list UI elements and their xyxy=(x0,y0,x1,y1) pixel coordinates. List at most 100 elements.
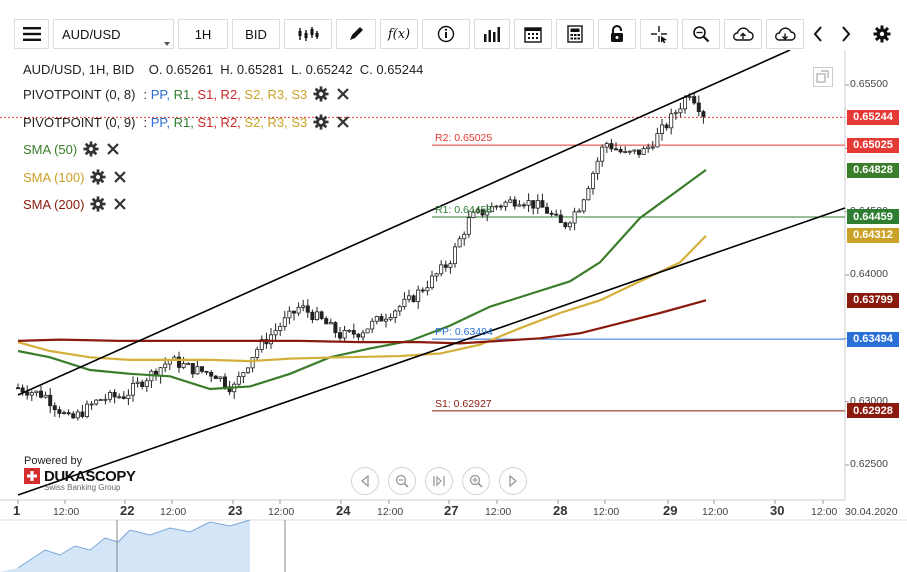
candle xyxy=(383,313,388,328)
candle-body xyxy=(213,375,218,380)
zoom-button[interactable] xyxy=(682,19,720,49)
symbol-timeframe-text: AUD/USD, 1H, BID xyxy=(23,62,135,77)
candle-body xyxy=(310,311,315,321)
gear-icon[interactable] xyxy=(313,114,329,130)
candle-body xyxy=(199,366,204,372)
candle xyxy=(416,285,421,309)
candle-body xyxy=(75,411,80,419)
settings-button[interactable] xyxy=(866,19,898,49)
candle-body xyxy=(609,143,614,150)
candle xyxy=(71,411,76,420)
candle xyxy=(305,299,310,318)
candle-body xyxy=(347,329,352,332)
popout-button[interactable] xyxy=(813,67,833,87)
scroll-left-button[interactable] xyxy=(806,19,830,49)
draw-pencil-icon xyxy=(350,27,363,40)
reset-zoom-button[interactable] xyxy=(425,467,453,495)
candle xyxy=(462,231,467,246)
candle xyxy=(255,346,260,362)
candle-body xyxy=(383,318,388,322)
candle xyxy=(347,329,352,334)
pan-right-button[interactable] xyxy=(499,467,527,495)
chart-area[interactable]: AUD/USD, 1H, BID O. 0.65261 H. 0.65281 L… xyxy=(0,50,907,572)
candle xyxy=(190,363,195,378)
close-icon[interactable] xyxy=(336,115,350,129)
price-type-select[interactable]: BID xyxy=(232,19,280,49)
candle-body xyxy=(305,305,310,313)
candle-body xyxy=(296,306,301,314)
crosshair-button[interactable] xyxy=(640,19,678,49)
pivot-level-name: PP, xyxy=(147,86,170,102)
calendar-button[interactable] xyxy=(514,19,552,49)
candle xyxy=(370,317,375,334)
indicator-row[interactable]: SMA (100) xyxy=(23,169,127,185)
price-chart[interactable] xyxy=(0,50,907,572)
symbol-select[interactable]: AUD/USD xyxy=(53,19,174,49)
info-button[interactable] xyxy=(422,19,470,49)
candle xyxy=(549,210,554,217)
close-icon[interactable] xyxy=(336,87,350,101)
indicator-row[interactable]: PIVOTPOINT (0, 8): PP, R1, S1, R2, S2, R… xyxy=(23,86,350,102)
candle xyxy=(282,310,287,331)
candle xyxy=(402,292,407,310)
zoom-in-button[interactable] xyxy=(462,467,490,495)
candle xyxy=(98,398,103,401)
pan-left-button[interactable] xyxy=(351,467,379,495)
candle-body xyxy=(15,387,20,390)
candle-body xyxy=(209,371,214,377)
candle-body xyxy=(604,143,609,148)
candle xyxy=(39,386,44,399)
indicator-row[interactable]: SMA (50) xyxy=(23,141,120,157)
candle-body xyxy=(241,372,246,377)
candle-body xyxy=(425,287,430,292)
candle-body xyxy=(20,387,25,393)
candle xyxy=(149,369,154,389)
close-icon[interactable] xyxy=(113,197,127,211)
candle xyxy=(485,204,490,222)
chart-type-button[interactable] xyxy=(284,19,332,49)
powered-by-text: Powered by xyxy=(24,455,83,467)
candle-body xyxy=(669,113,674,129)
drawing-tools-button[interactable] xyxy=(336,19,376,49)
close-icon[interactable] xyxy=(106,142,120,156)
candle-body xyxy=(222,376,227,388)
indicator-row[interactable]: PIVOTPOINT (0, 9): PP, R1, S1, R2, S2, R… xyxy=(23,114,350,130)
candle xyxy=(692,92,697,105)
candle-body xyxy=(333,322,338,334)
candle xyxy=(581,198,586,214)
upload-button[interactable] xyxy=(724,19,762,49)
candle xyxy=(268,327,273,349)
gear-icon[interactable] xyxy=(83,141,99,157)
candle xyxy=(498,204,503,211)
candle xyxy=(609,138,614,153)
pivot-level-name: S2, xyxy=(240,114,264,130)
candle xyxy=(310,309,315,324)
download-button[interactable] xyxy=(766,19,804,49)
gear-icon[interactable] xyxy=(313,86,329,102)
zoom-out-icon xyxy=(395,474,409,488)
price-tick-label: 0.62500 xyxy=(850,458,888,470)
candle xyxy=(480,209,485,218)
dukascopy-logo[interactable]: DUKASCOPY xyxy=(24,468,136,484)
candle-body xyxy=(112,392,117,398)
zoom-in-icon xyxy=(469,474,483,488)
indicator-row[interactable]: SMA (200) xyxy=(23,196,127,212)
scroll-right-button[interactable] xyxy=(834,19,858,49)
timeframe-select[interactable]: 1H xyxy=(178,19,228,49)
candle xyxy=(209,370,214,383)
indicators-button[interactable]: f(x) xyxy=(380,19,418,49)
candle-body xyxy=(434,273,439,277)
volume-button[interactable] xyxy=(474,19,510,49)
menu-button[interactable] xyxy=(14,19,49,49)
candle xyxy=(660,118,665,141)
candle xyxy=(365,328,370,334)
calculator-button[interactable] xyxy=(556,19,594,49)
lock-button[interactable] xyxy=(598,19,636,49)
gear-icon[interactable] xyxy=(90,169,106,185)
close-icon[interactable] xyxy=(113,170,127,184)
candle xyxy=(669,108,674,135)
zoom-out-button[interactable] xyxy=(388,467,416,495)
calendar-icon xyxy=(524,27,542,43)
candle xyxy=(512,196,517,210)
gear-icon[interactable] xyxy=(90,196,106,212)
